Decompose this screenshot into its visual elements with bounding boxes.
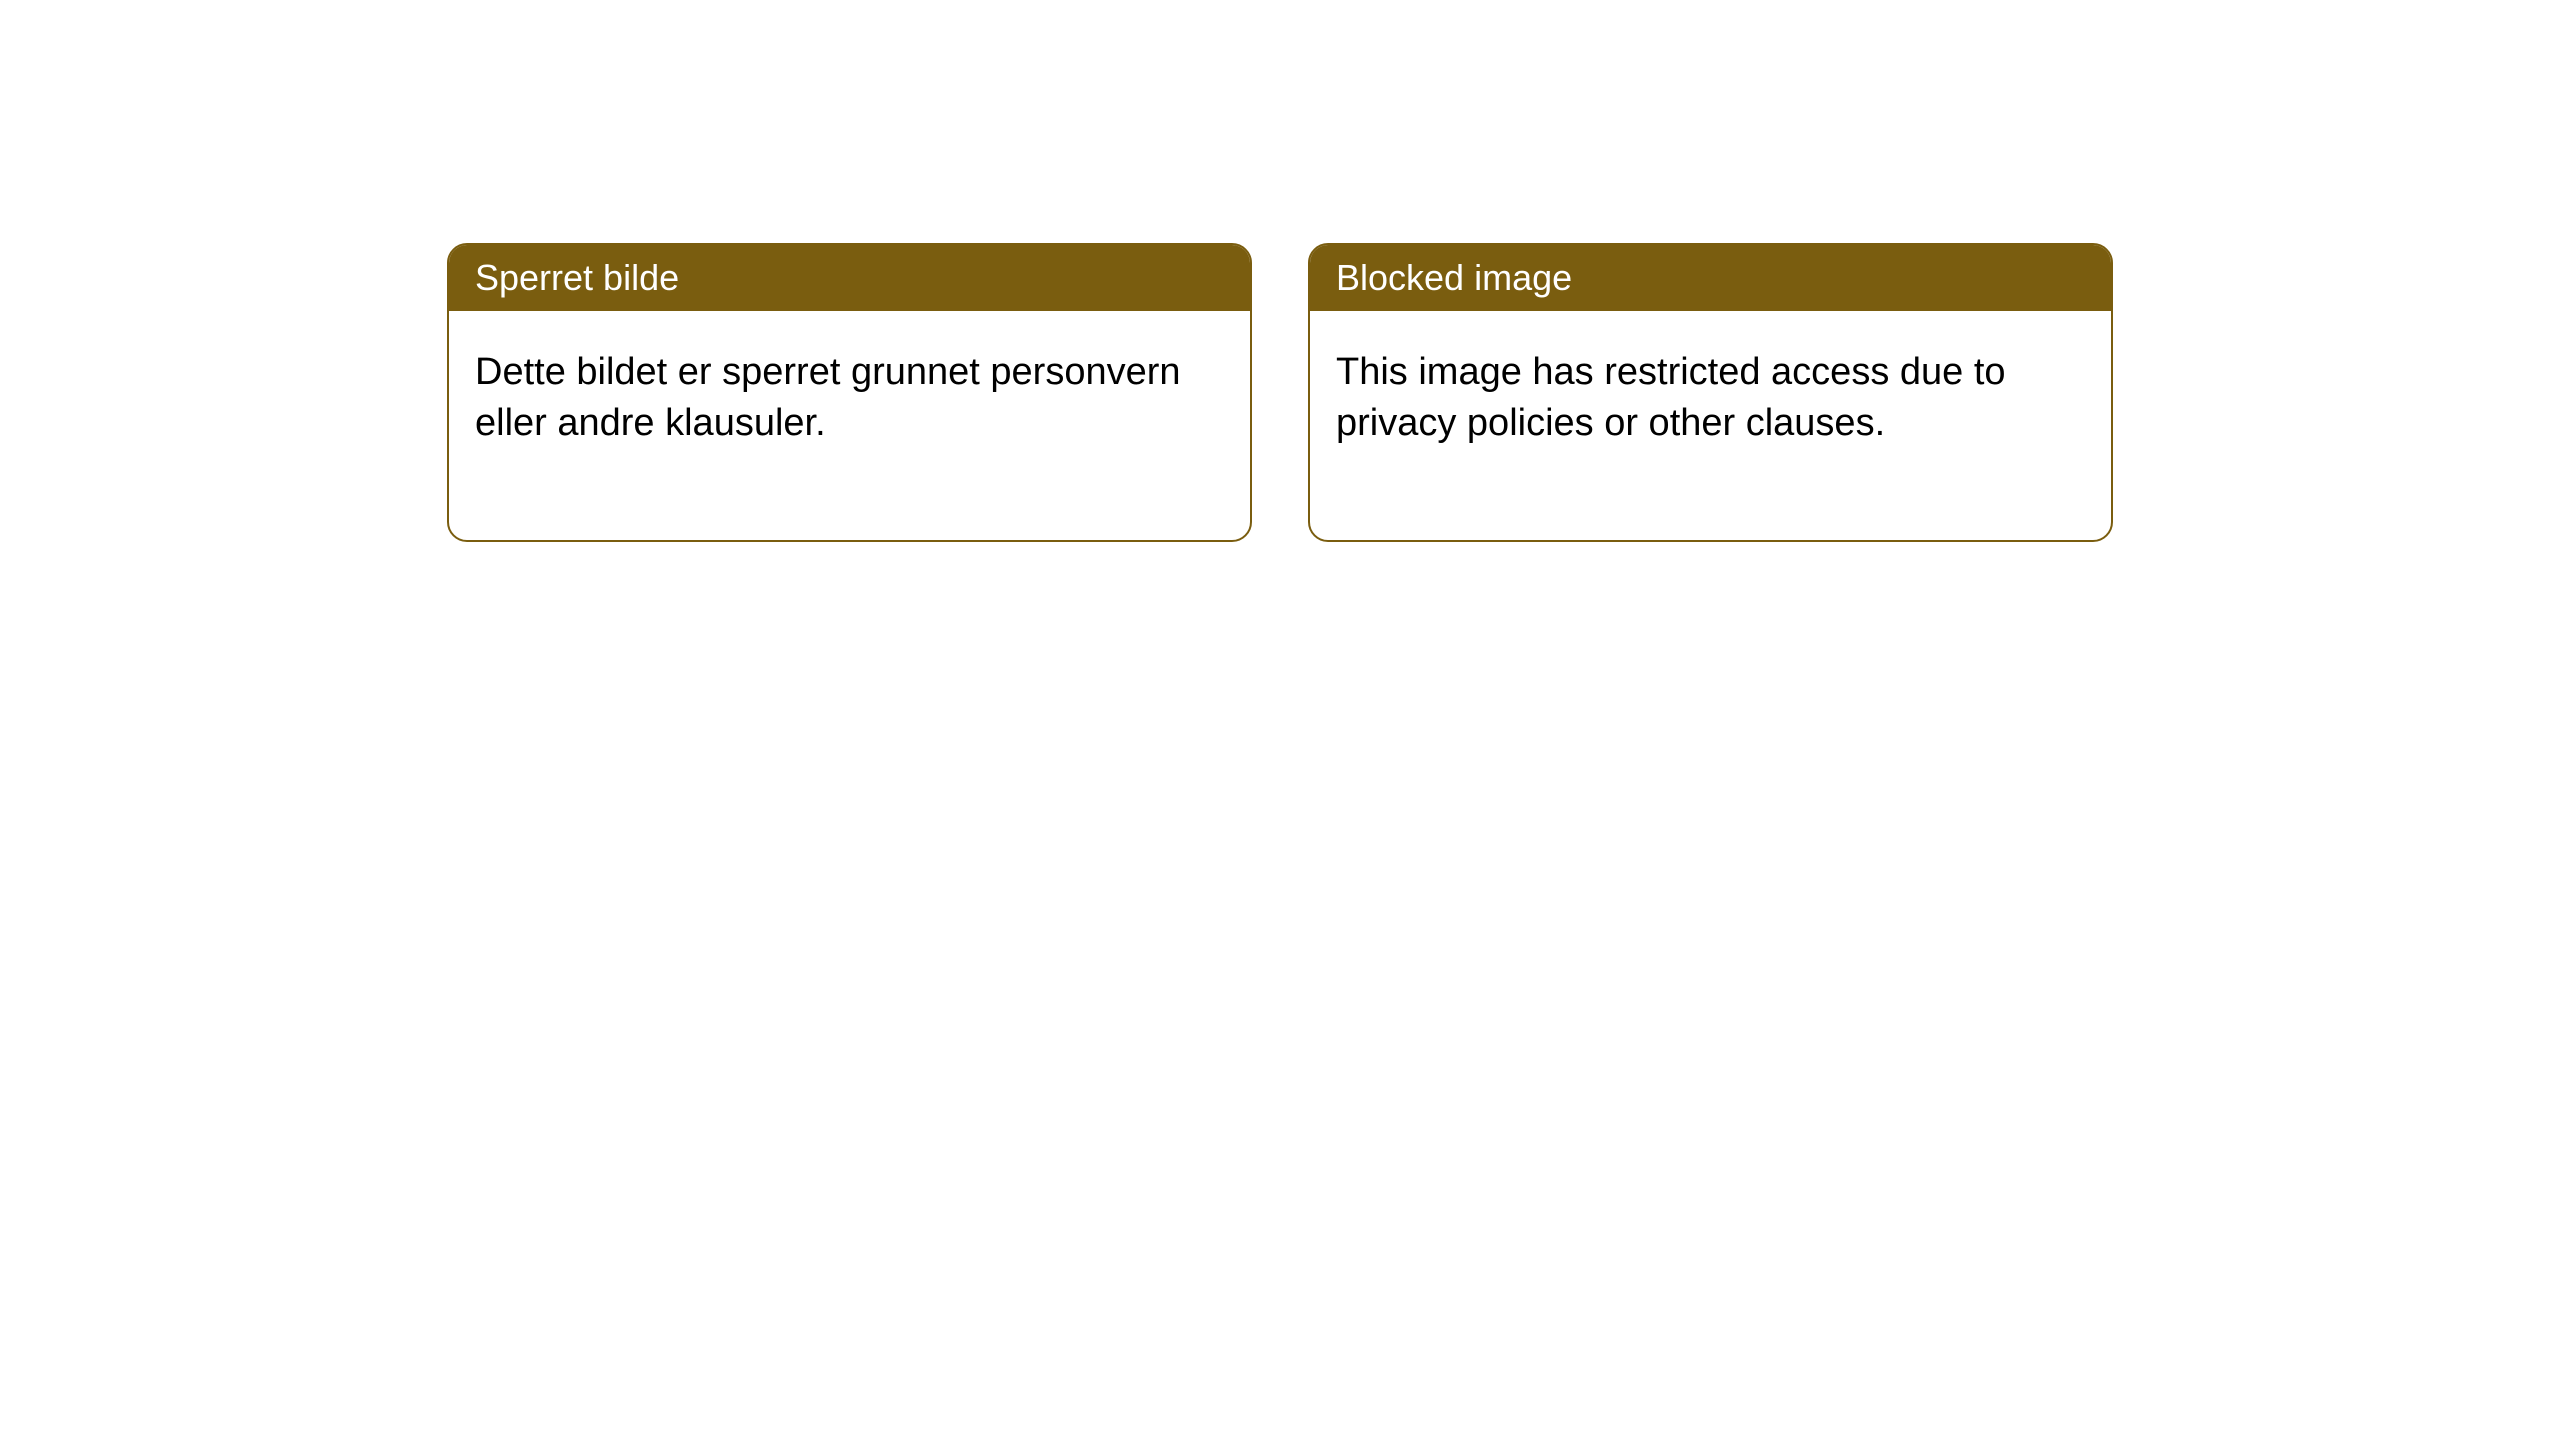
card-body: Dette bildet er sperret grunnet personve… — [449, 311, 1250, 540]
card-body-text: Dette bildet er sperret grunnet personve… — [475, 351, 1181, 444]
notice-card-english: Blocked image This image has restricted … — [1308, 243, 2113, 542]
card-header: Blocked image — [1310, 245, 2111, 311]
card-body-text: This image has restricted access due to … — [1336, 351, 2006, 444]
card-title: Blocked image — [1336, 257, 1572, 298]
card-title: Sperret bilde — [475, 257, 679, 298]
card-header: Sperret bilde — [449, 245, 1250, 311]
card-body: This image has restricted access due to … — [1310, 311, 2111, 540]
notice-container: Sperret bilde Dette bildet er sperret gr… — [0, 0, 2560, 542]
notice-card-norwegian: Sperret bilde Dette bildet er sperret gr… — [447, 243, 1252, 542]
